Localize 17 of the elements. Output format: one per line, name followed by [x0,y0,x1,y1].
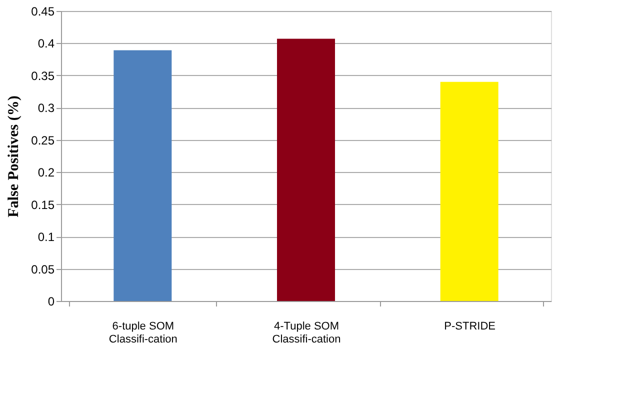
y-tick-label: 0 [48,294,55,308]
y-tick-label: 0.15 [31,198,55,212]
bar [277,38,335,301]
y-tick-label: 0.4 [38,36,55,51]
x-tick-label: 6-tuple SOM Classifi-cation [108,320,178,346]
bar [114,50,172,301]
x-tick-label: 4-Tuple SOM Classifi-cation [272,320,341,346]
y-tick-label: 0.25 [31,133,55,148]
bar [440,82,498,301]
y-tick-label: 0.05 [31,262,55,276]
x-tick-label: P-STRIDE [444,320,496,332]
y-tick-label: 0.35 [31,68,55,83]
y-tick-label: 0.2 [38,166,55,180]
y-tick-label: 0.3 [38,101,55,116]
y-tick-label: 0.1 [38,230,55,244]
y-tick-label: 0.45 [31,4,55,18]
y-axis-title: False Positives (%) [6,96,22,218]
